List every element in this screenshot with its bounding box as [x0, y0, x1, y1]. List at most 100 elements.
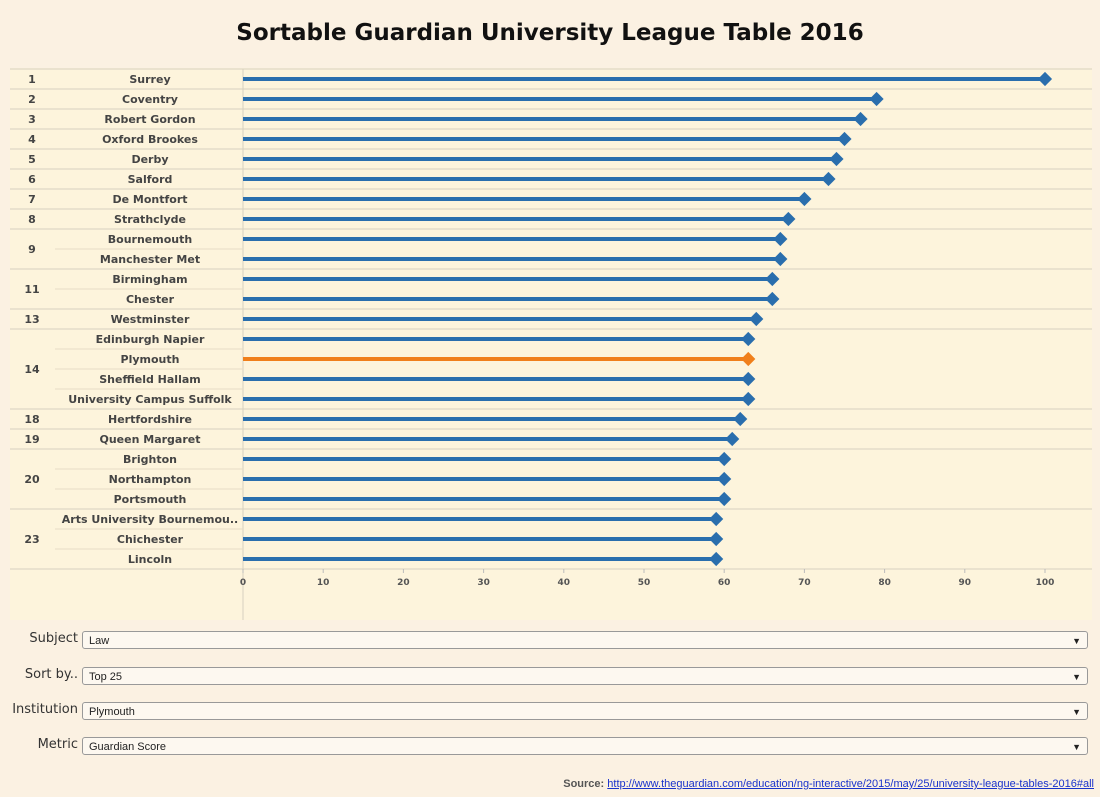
university-label: Sheffield Hallam — [99, 373, 200, 386]
chart-area: 1 2 3 4 5 6 7 8 9 11 13 14 18 19 20 23 Surrey Coventry Rob… — [10, 68, 1092, 620]
x-tick-label: 50 — [638, 578, 651, 588]
value-marker — [837, 131, 852, 147]
rank-label: 14 — [24, 363, 40, 376]
rank-label: 6 — [28, 173, 36, 186]
university-label: Northampton — [109, 473, 192, 486]
metric-select[interactable]: Guardian Score ▼ — [82, 737, 1088, 755]
x-tick-label: 90 — [959, 578, 972, 588]
lollipop-chart: 12345678911131418192023SurreyCoventryRob… — [10, 68, 1092, 620]
x-tick-label: 100 — [1036, 578, 1055, 588]
university-label: Oxford Brookes — [102, 133, 198, 146]
rank-label: 20 — [24, 473, 40, 486]
university-label: Westminster — [111, 313, 190, 326]
value-marker — [1037, 71, 1053, 87]
rank-label: 4 — [28, 133, 36, 146]
university-label: Hertfordshire — [108, 413, 192, 426]
university-label: Chichester — [117, 533, 184, 546]
subject-select[interactable]: Law ▼ — [82, 631, 1088, 649]
university-label: Portsmouth — [114, 493, 187, 506]
chart-title: Sortable Guardian University League Tabl… — [236, 20, 864, 46]
sort-select[interactable]: Top 25 ▼ — [82, 667, 1088, 685]
chevron-down-icon: ▼ — [1072, 707, 1081, 717]
university-label: Strathclyde — [114, 213, 186, 226]
institution-select[interactable]: Plymouth ▼ — [82, 702, 1088, 720]
value-marker — [773, 251, 788, 267]
value-marker — [741, 331, 756, 347]
value-marker — [853, 111, 868, 127]
university-label: Robert Gordon — [104, 113, 195, 126]
rank-label: 18 — [24, 413, 39, 426]
chevron-down-icon: ▼ — [1072, 672, 1081, 682]
metric-control: Metric Guardian Score ▼ — [0, 737, 1100, 759]
metric-label: Metric — [37, 737, 78, 752]
value-marker — [773, 231, 788, 247]
rank-label: 7 — [28, 193, 36, 206]
value-marker — [709, 511, 724, 527]
rank-label: 11 — [24, 283, 39, 296]
value-marker — [733, 411, 748, 427]
university-label: Arts University Bournemou.. — [62, 513, 238, 526]
value-marker — [765, 291, 780, 307]
university-label: Edinburgh Napier — [96, 333, 205, 346]
value-marker — [821, 171, 836, 187]
value-marker — [829, 151, 844, 167]
university-label: Derby — [131, 153, 168, 166]
university-label: Salford — [128, 173, 173, 186]
rank-label: 2 — [28, 93, 36, 106]
x-tick-label: 10 — [317, 578, 330, 588]
x-tick-label: 70 — [798, 578, 811, 588]
value-marker — [717, 491, 732, 507]
x-tick-label: 40 — [558, 578, 571, 588]
value-marker — [709, 551, 724, 567]
value-marker — [741, 391, 756, 407]
value-marker — [869, 91, 884, 107]
institution-value: Plymouth — [89, 706, 135, 718]
rank-label: 23 — [24, 533, 39, 546]
sort-control: Sort by.. Top 25 ▼ — [0, 667, 1100, 689]
institution-label: Institution — [12, 702, 78, 717]
rank-label: 8 — [28, 213, 36, 226]
value-marker — [765, 271, 780, 287]
source-link[interactable]: http://www.theguardian.com/education/ng-… — [607, 778, 1094, 790]
university-label: Surrey — [129, 73, 170, 86]
x-tick-label: 60 — [718, 578, 731, 588]
metric-value: Guardian Score — [89, 741, 167, 753]
university-label: De Montfort — [112, 193, 187, 206]
chevron-down-icon: ▼ — [1072, 742, 1081, 752]
rank-label: 5 — [28, 153, 36, 166]
value-marker — [797, 191, 812, 207]
sort-label: Sort by.. — [24, 667, 78, 682]
x-tick-label: 20 — [397, 578, 410, 588]
source-line: Source: http://www.theguardian.com/educa… — [563, 778, 1094, 790]
value-marker — [725, 431, 740, 447]
rank-label: 9 — [28, 243, 36, 256]
university-label: Lincoln — [128, 553, 172, 566]
university-label: Bournemouth — [108, 233, 192, 246]
value-marker — [741, 351, 756, 367]
rank-label: 13 — [24, 313, 39, 326]
university-label: Chester — [126, 293, 175, 306]
value-marker — [741, 371, 756, 387]
university-label: Brighton — [123, 453, 177, 466]
subject-value: Law — [89, 635, 110, 647]
x-tick-label: 80 — [878, 578, 891, 588]
value-marker — [709, 531, 724, 547]
value-marker — [781, 211, 796, 227]
value-marker — [717, 471, 732, 487]
x-tick-label: 30 — [477, 578, 490, 588]
university-label: Birmingham — [112, 273, 187, 286]
institution-control: Institution Plymouth ▼ — [0, 702, 1100, 724]
university-label: University Campus Suffolk — [68, 393, 232, 406]
rank-label: 1 — [28, 73, 36, 86]
source-label: Source: — [563, 778, 605, 790]
subject-label: Subject — [29, 631, 78, 646]
rank-label: 19 — [24, 433, 39, 446]
subject-control: Subject Law ▼ — [0, 631, 1100, 653]
rank-label: 3 — [28, 113, 36, 126]
value-marker — [717, 451, 732, 467]
value-marker — [749, 311, 764, 327]
x-tick-label: 0 — [240, 578, 246, 588]
university-label: Manchester Met — [100, 253, 200, 266]
sort-value: Top 25 — [89, 671, 123, 683]
chevron-down-icon: ▼ — [1072, 636, 1081, 646]
